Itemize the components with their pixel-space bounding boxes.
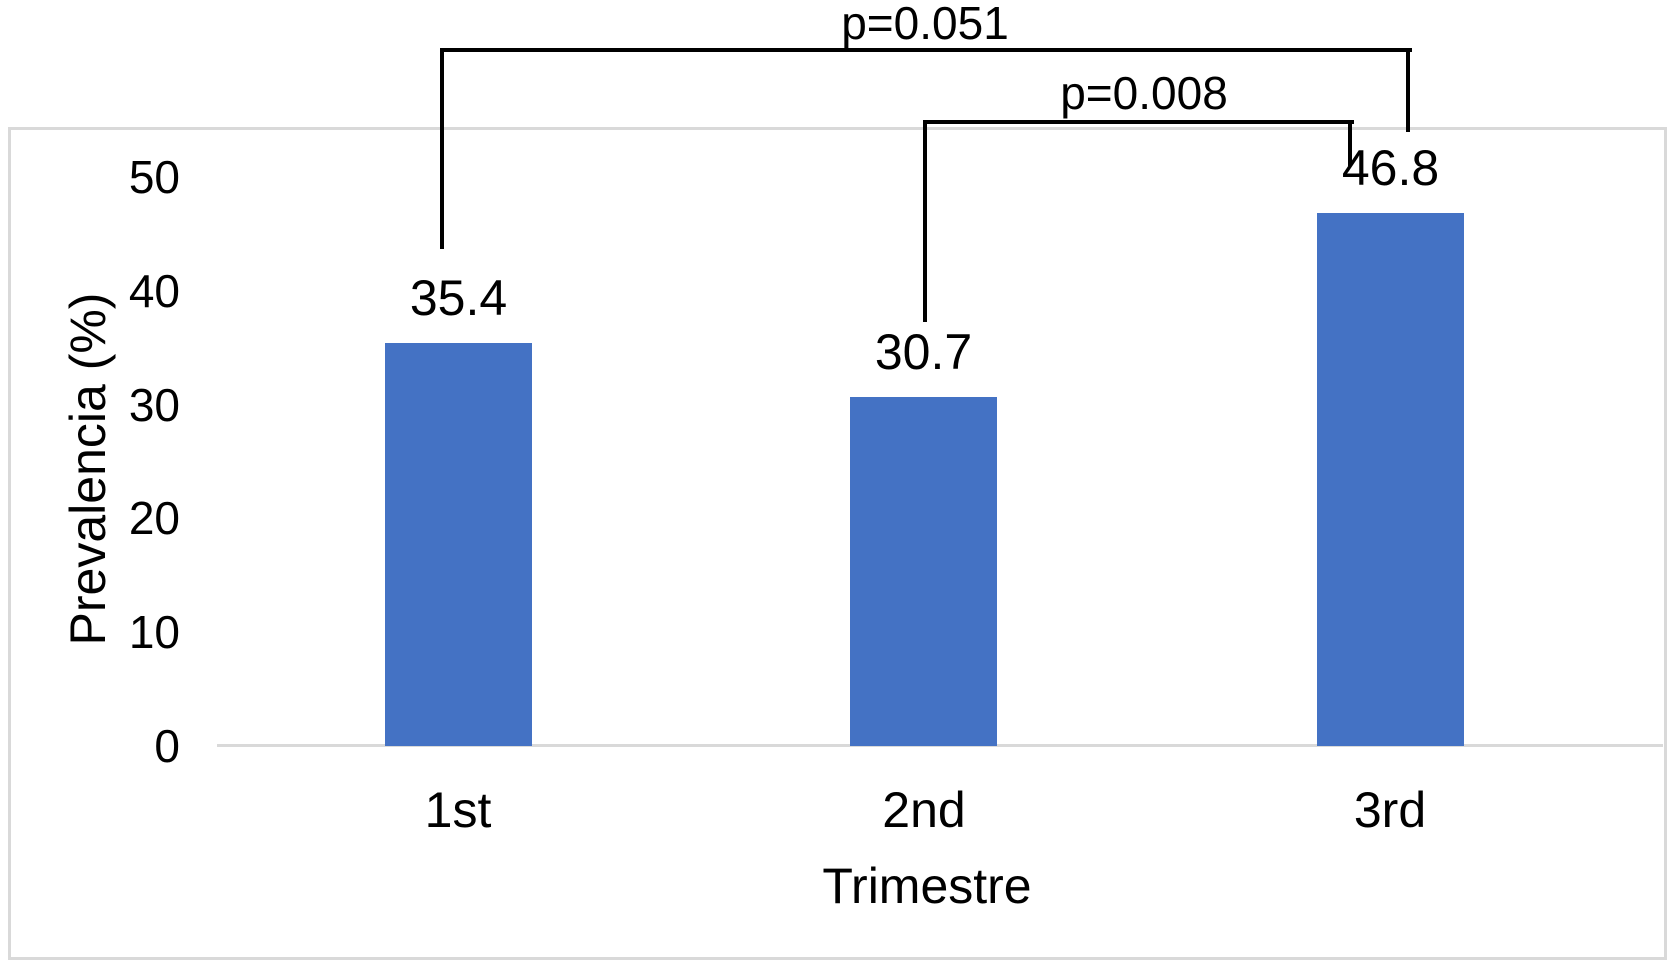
x-tick-label-1st: 1st [424, 782, 492, 838]
bar-value-label-1st: 35.4 [409, 270, 508, 327]
x-tick-label-2nd: 2nd [882, 782, 966, 838]
x-axis-title: Trimestre [822, 858, 1032, 914]
y-tick-label-50: 50 [128, 151, 180, 203]
p-value-label-2nd-3rd: p=0.008 [1060, 67, 1228, 119]
significance-bracket-1st-3rd-left-drop [440, 48, 444, 249]
y-tick-label-10: 10 [128, 606, 180, 659]
y-tick-label-30: 30 [128, 378, 180, 431]
bar-3rd-trimester [1317, 213, 1464, 746]
bar-2nd-trimester [850, 396, 997, 746]
significance-bracket-2nd-3rd-horizontal [923, 120, 1354, 124]
bar-value-label-2nd: 30.7 [874, 323, 973, 380]
p-value-label-1st-3rd: p=0.051 [841, 0, 1009, 49]
y-tick-label-0: 0 [154, 720, 180, 772]
significance-bracket-1st-3rd-right-drop [1406, 48, 1410, 132]
bar-value-label-3rd: 46.8 [1341, 140, 1440, 197]
y-tick-label-20: 20 [128, 492, 180, 545]
y-tick-label-40: 40 [128, 264, 180, 317]
significance-bracket-2nd-3rd-left-drop [923, 120, 927, 322]
bar-1st-trimester [385, 343, 532, 746]
x-tick-label-3rd: 3rd [1353, 782, 1427, 838]
significance-bracket-1st-3rd-horizontal [440, 48, 1412, 52]
significance-bracket-2nd-3rd-right-drop [1348, 120, 1352, 166]
